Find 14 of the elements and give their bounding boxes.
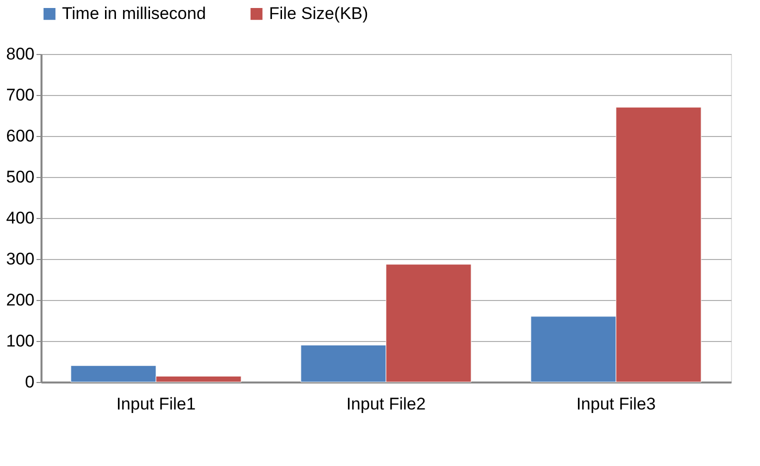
x-tick-label: Input File2 (346, 394, 426, 414)
y-tick-label: 300 (6, 250, 34, 268)
y-tick-label: 0 (25, 372, 34, 392)
x-tick-label: Input File3 (576, 394, 656, 414)
y-tick-label: 100 (6, 332, 34, 350)
y-tick-label: 400 (6, 208, 34, 228)
y-tick-label: 200 (6, 290, 34, 310)
legend-label: File Size(KB) (269, 4, 368, 23)
y-tick-label: 600 (6, 126, 34, 146)
x-tick-label: Input File1 (116, 394, 196, 414)
legend-label: Time in millisecond (62, 4, 206, 23)
y-tick-label: 700 (6, 86, 34, 104)
y-tick-label: 800 (6, 44, 34, 64)
y-tick-label: 500 (6, 168, 34, 186)
